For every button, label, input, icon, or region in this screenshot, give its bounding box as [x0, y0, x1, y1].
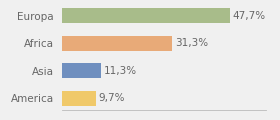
Bar — [62, 90, 96, 106]
Bar — [62, 63, 101, 78]
Text: 11,3%: 11,3% — [104, 66, 137, 76]
Text: 31,3%: 31,3% — [175, 38, 208, 48]
Text: 9,7%: 9,7% — [99, 93, 125, 103]
Bar — [62, 8, 230, 24]
Text: 47,7%: 47,7% — [232, 11, 266, 21]
Bar — [62, 36, 172, 51]
